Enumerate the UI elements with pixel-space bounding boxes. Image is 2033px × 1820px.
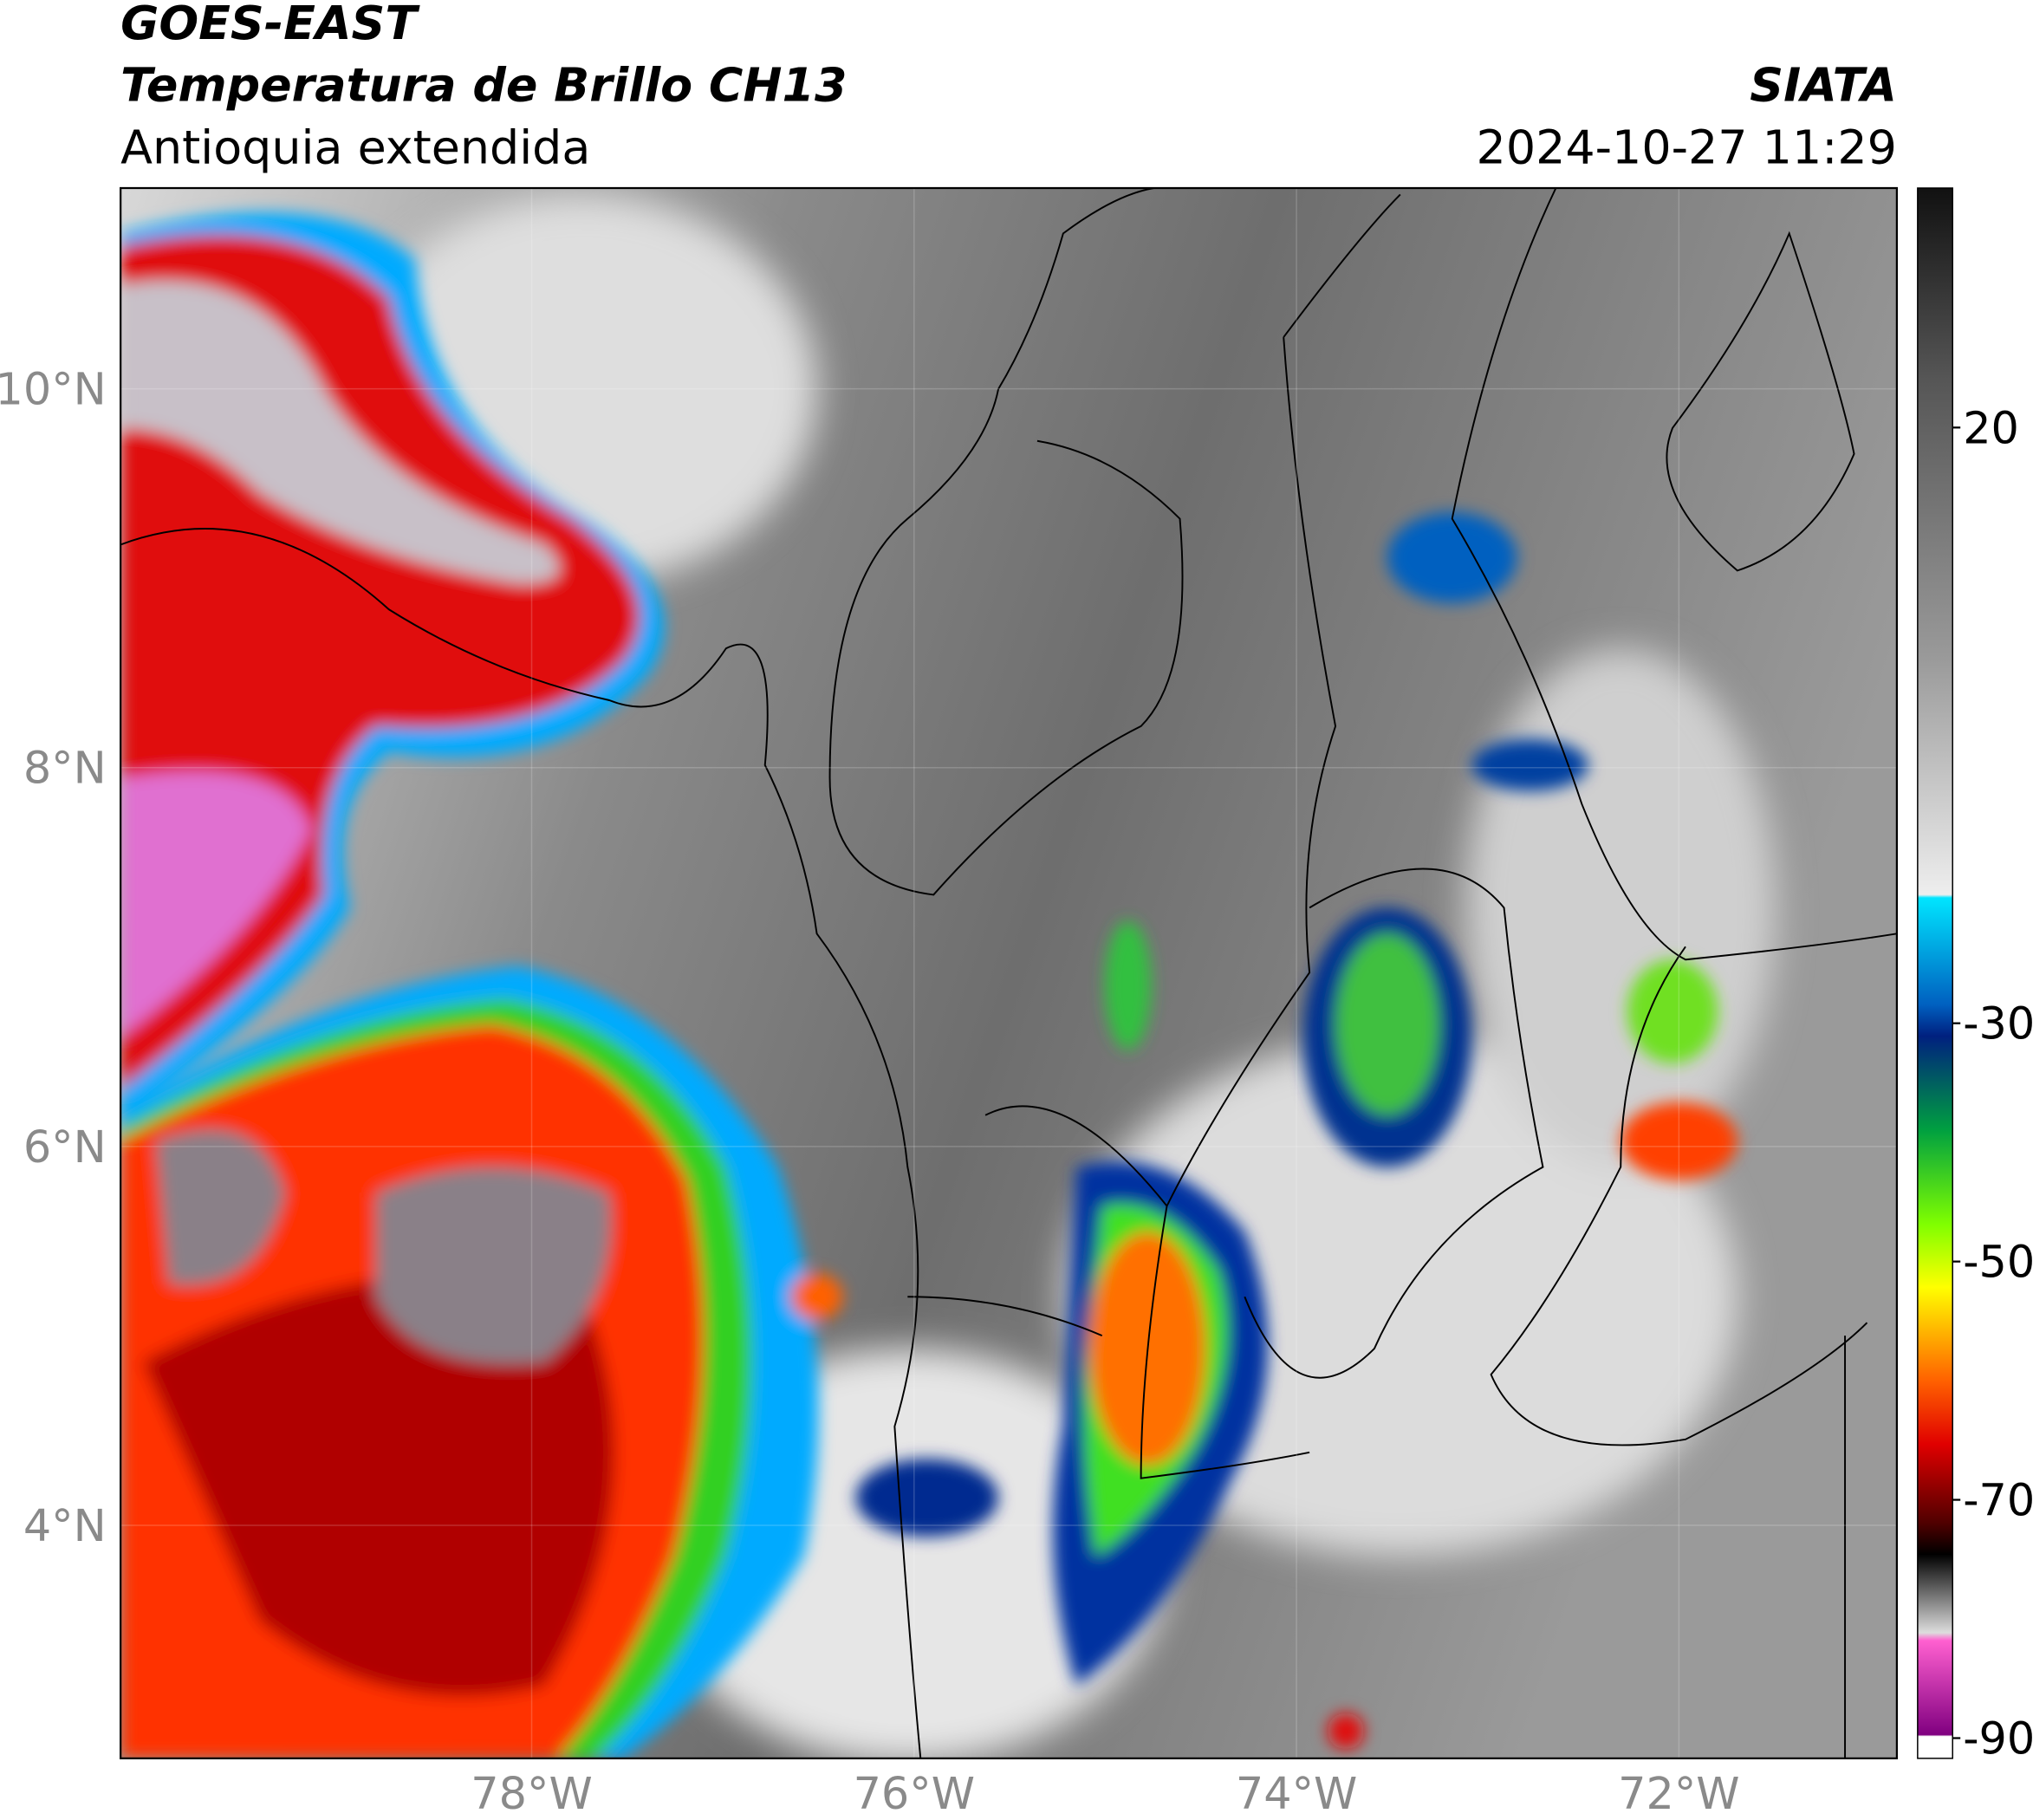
x-tick-label: 74°W (1236, 1768, 1357, 1819)
source: SIATA (1750, 58, 1897, 113)
y-tick-label: 10°N (0, 364, 107, 415)
colorbar-tick-label: -70 (1963, 1475, 2033, 1526)
colorbar-tick-label: -90 (1963, 1713, 2033, 1764)
x-tick-label: 78°W (471, 1768, 592, 1819)
subtitle: Temperatura de Brillo CH13 (120, 58, 847, 113)
y-tick-label: 6°N (23, 1121, 107, 1173)
y-tick-label: 8°N (23, 743, 107, 794)
region: Antioquia extendida (120, 120, 590, 175)
colorbar-tick-label: -50 (1963, 1237, 2033, 1288)
datetime: 2024-10-27 11:29 (1477, 120, 1897, 175)
colorbar-tick-label: 20 (1963, 402, 2019, 453)
x-tick-label: 76°W (854, 1768, 975, 1819)
title: GOES-EAST (120, 0, 420, 50)
x-tick-label: 72°W (1618, 1768, 1739, 1819)
colorbar (1917, 187, 1953, 1759)
y-tick-label: 4°N (23, 1500, 107, 1551)
colorbar-tick-label: -30 (1963, 998, 2033, 1050)
borders (120, 188, 1897, 1758)
satellite-image (120, 188, 1897, 1758)
map-frame (120, 186, 1899, 1759)
